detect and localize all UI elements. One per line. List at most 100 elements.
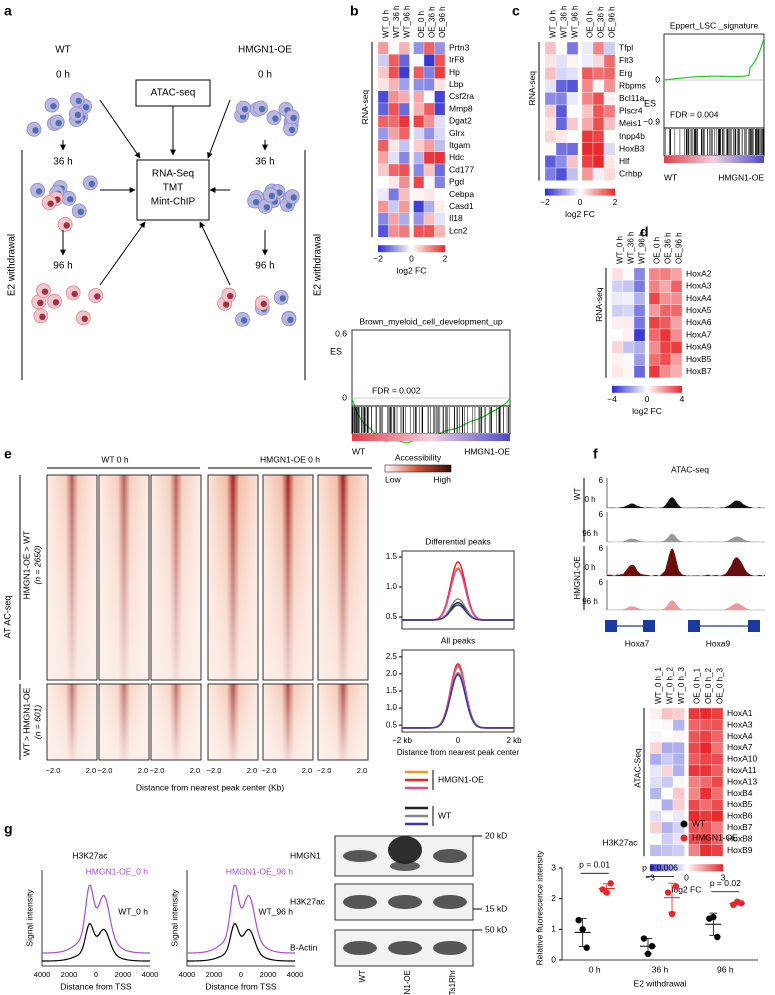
label: B-Actin (290, 942, 318, 952)
heatmap-cell (555, 155, 568, 169)
heatmap-cell (434, 200, 446, 213)
heatmap-cell (711, 764, 724, 777)
heatmap-cell (423, 54, 435, 67)
label: FDR = 0.002 (372, 385, 421, 395)
gene-label: Crhbp (619, 169, 642, 179)
label: 0 h (589, 964, 601, 974)
heatmap-cell (544, 130, 557, 143)
heatmap-cell (661, 821, 674, 834)
label: Hoxa9 (706, 638, 731, 648)
gene-label: HoxB9 (727, 845, 753, 855)
profile-curve (402, 604, 514, 621)
heatmap-cell (699, 799, 712, 811)
heatmap-cell (670, 267, 683, 281)
barcode-frame (663, 127, 765, 157)
label: 2.0 (357, 766, 367, 775)
data-point (607, 880, 614, 887)
gene-label: HoxA4 (727, 731, 753, 741)
heatmap-cell (581, 67, 594, 80)
column-label: WT_0 h (381, 10, 390, 38)
colorbar-tick: 0 (645, 394, 650, 404)
label: HMGN1-OE (403, 970, 412, 995)
gene-label: HoxB5 (686, 354, 712, 364)
heatmap-cell (388, 151, 400, 165)
heatmap-cell (388, 66, 400, 79)
heatmap-cell (566, 130, 579, 143)
panel-letter: d (640, 224, 649, 240)
heatmap-cell (434, 163, 446, 177)
label: 2.0 (190, 766, 200, 775)
heatmap-cell (648, 353, 661, 366)
label: 20 kD (485, 830, 507, 840)
colorbar-label: log2 FC (565, 209, 595, 219)
heatmap-cell (633, 304, 646, 317)
cell-nucleus (252, 198, 260, 206)
heatmap-cell (413, 163, 425, 177)
label: 50 kD (485, 924, 507, 934)
heatmap-cell (699, 753, 712, 766)
heatmap-cell (544, 79, 557, 93)
gene-label: HoxB3 (619, 143, 645, 153)
gene-label: HoxA9 (686, 342, 712, 352)
heatmap-cell (649, 730, 662, 743)
blot-band (343, 895, 377, 909)
gene-label: HoxB5 (727, 799, 753, 809)
heatmap-cell (688, 753, 701, 766)
heatmap-cell (711, 844, 724, 857)
heatmap-cell (377, 66, 389, 79)
gene-label: HoxA6 (686, 317, 712, 327)
heatmap-cell (672, 742, 685, 754)
label: E2 withdrawal (7, 234, 18, 296)
heatmap-cell (398, 102, 410, 116)
column-label: OE_0 h (586, 11, 595, 38)
heatmap-cell (377, 41, 389, 55)
heatmap-cell (661, 742, 674, 754)
cell-nucleus (63, 222, 70, 229)
cell-nucleus (94, 293, 101, 300)
heatmap-cell (659, 365, 672, 378)
cell-nucleus (240, 317, 248, 324)
heatmap-cell (603, 79, 616, 93)
line (99, 99, 141, 159)
cell-nucleus (263, 204, 271, 211)
cell-nucleus (241, 105, 249, 113)
heatmap-cell (581, 104, 594, 118)
heatmap-cell (388, 224, 400, 238)
cell-nucleus (268, 192, 276, 200)
heatmap-cell (659, 328, 672, 342)
label: HMGN1-OE_0 h (86, 866, 149, 876)
heatmap-cell (377, 176, 389, 189)
label: HMGN1 (290, 850, 321, 860)
heatmap-cell (603, 67, 616, 80)
heatmap-frame (150, 474, 202, 681)
heatmap-cell (566, 79, 579, 93)
heatmap-cell (711, 776, 724, 788)
colorbar-tick: 0 (578, 197, 583, 207)
heatmap-cell (688, 742, 701, 754)
label: p = 0.01 (579, 860, 610, 870)
data-point (668, 910, 676, 918)
heatmap-cell (661, 787, 674, 800)
label: 2.0 (247, 766, 257, 775)
blot-band (433, 849, 467, 863)
heatmap-cell (592, 130, 605, 143)
colorbar-tick: 0 (684, 872, 689, 882)
heatmap-cell (633, 292, 646, 305)
heatmap-cell (688, 844, 701, 857)
heatmap-cell (649, 764, 662, 777)
heatmap-cell (413, 200, 425, 213)
heatmap-cell (544, 104, 557, 118)
profile-curve (402, 673, 514, 729)
label: ES (644, 98, 656, 108)
label: 0.5 (386, 720, 398, 729)
heatmap-cell (592, 79, 605, 93)
rank-bar (352, 434, 510, 441)
colorbar-tick: 2 (613, 197, 618, 207)
heatmap-cell (648, 341, 661, 354)
cell-nucleus (77, 208, 84, 216)
heatmap-cell (672, 776, 685, 788)
column-label: WT_0 h_1 (654, 667, 663, 704)
heatmap-cell (611, 328, 624, 342)
blot-band (433, 941, 467, 955)
cell-nucleus (39, 313, 46, 321)
